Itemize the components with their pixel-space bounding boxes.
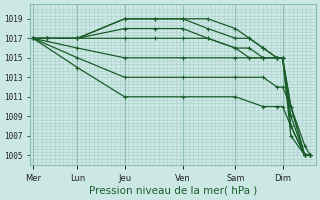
X-axis label: Pression niveau de la mer( hPa ): Pression niveau de la mer( hPa ) — [89, 186, 257, 196]
